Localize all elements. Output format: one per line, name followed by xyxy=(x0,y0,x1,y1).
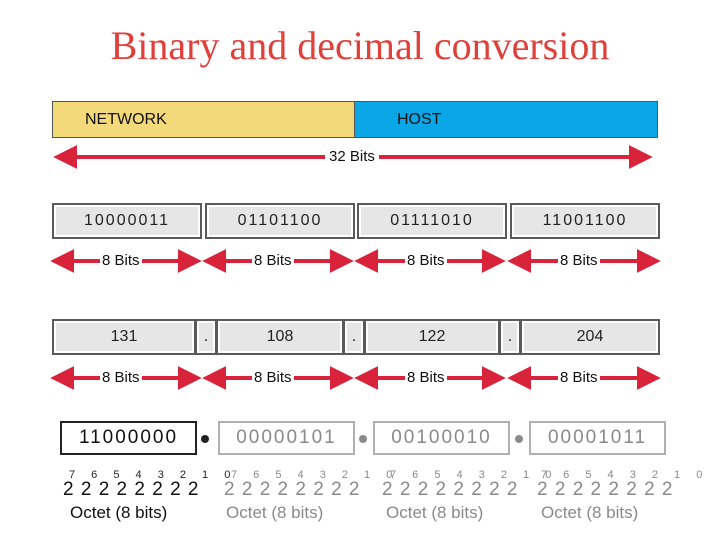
8-bits-label: 8 Bits xyxy=(100,369,142,386)
network-segment: NETWORK xyxy=(53,102,355,137)
8-bits-label: 8 Bits xyxy=(252,252,294,269)
octet-caption: Octet (8 bits) xyxy=(70,503,168,522)
example-octet-bits: 00100010 xyxy=(373,421,510,455)
dot-separator: . xyxy=(195,319,217,355)
octet-dot xyxy=(359,435,367,443)
decimal-octet: 122 xyxy=(364,319,500,355)
binary-octet: 01101100 xyxy=(205,203,355,239)
dot-separator: . xyxy=(343,319,365,355)
base-row: 2 2 2 2 2 2 2 2 xyxy=(224,479,361,500)
8-bits-label: 8 Bits xyxy=(558,252,600,269)
exponent-row: 7 6 5 4 3 2 1 0 xyxy=(390,469,558,481)
base-row: 2 2 2 2 2 2 2 2 xyxy=(537,479,674,500)
decimal-octet: 131 xyxy=(52,319,196,355)
8-bits-label: 8 Bits xyxy=(405,252,447,269)
exponent-row: 7 6 5 4 3 2 1 0 xyxy=(541,469,709,481)
8-bits-label: 8 Bits xyxy=(252,369,294,386)
8-bits-label: 8 Bits xyxy=(100,252,142,269)
octet-dot xyxy=(201,435,209,443)
exponent-row: 7 6 5 4 3 2 1 0 xyxy=(69,469,237,481)
example-octet-bits: 11000000 xyxy=(60,421,197,455)
8-bits-label: 8 Bits xyxy=(558,369,600,386)
network-host-bar: NETWORK HOST xyxy=(52,101,658,138)
binary-octet: 11001100 xyxy=(510,203,660,239)
base-row: 2 2 2 2 2 2 2 2 xyxy=(382,479,519,500)
octet-caption: Octet (8 bits) xyxy=(226,503,324,522)
example-octet-bits: 00000101 xyxy=(218,421,355,455)
octet-caption: Octet (8 bits) xyxy=(386,503,484,522)
page-title: Binary and decimal conversion xyxy=(110,23,610,68)
decimal-octet: 108 xyxy=(216,319,344,355)
host-label: HOST xyxy=(397,110,442,128)
8-bits-label: 8 Bits xyxy=(405,369,447,386)
dot-separator: . xyxy=(499,319,521,355)
exponent-row: 7 6 5 4 3 2 1 0 xyxy=(231,469,399,481)
decimal-octet: 204 xyxy=(520,319,660,355)
binary-octet: 01111010 xyxy=(357,203,507,239)
host-segment: HOST xyxy=(355,102,657,137)
example-octet-bits: 00001011 xyxy=(529,421,666,455)
base-row: 2 2 2 2 2 2 2 2 xyxy=(63,479,200,500)
network-label: NETWORK xyxy=(85,110,167,128)
octet-caption: Octet (8 bits) xyxy=(541,503,639,522)
octet-dot xyxy=(515,435,523,443)
32-bits-label: 32 Bits xyxy=(325,148,379,165)
binary-octet: 10000011 xyxy=(52,203,202,239)
